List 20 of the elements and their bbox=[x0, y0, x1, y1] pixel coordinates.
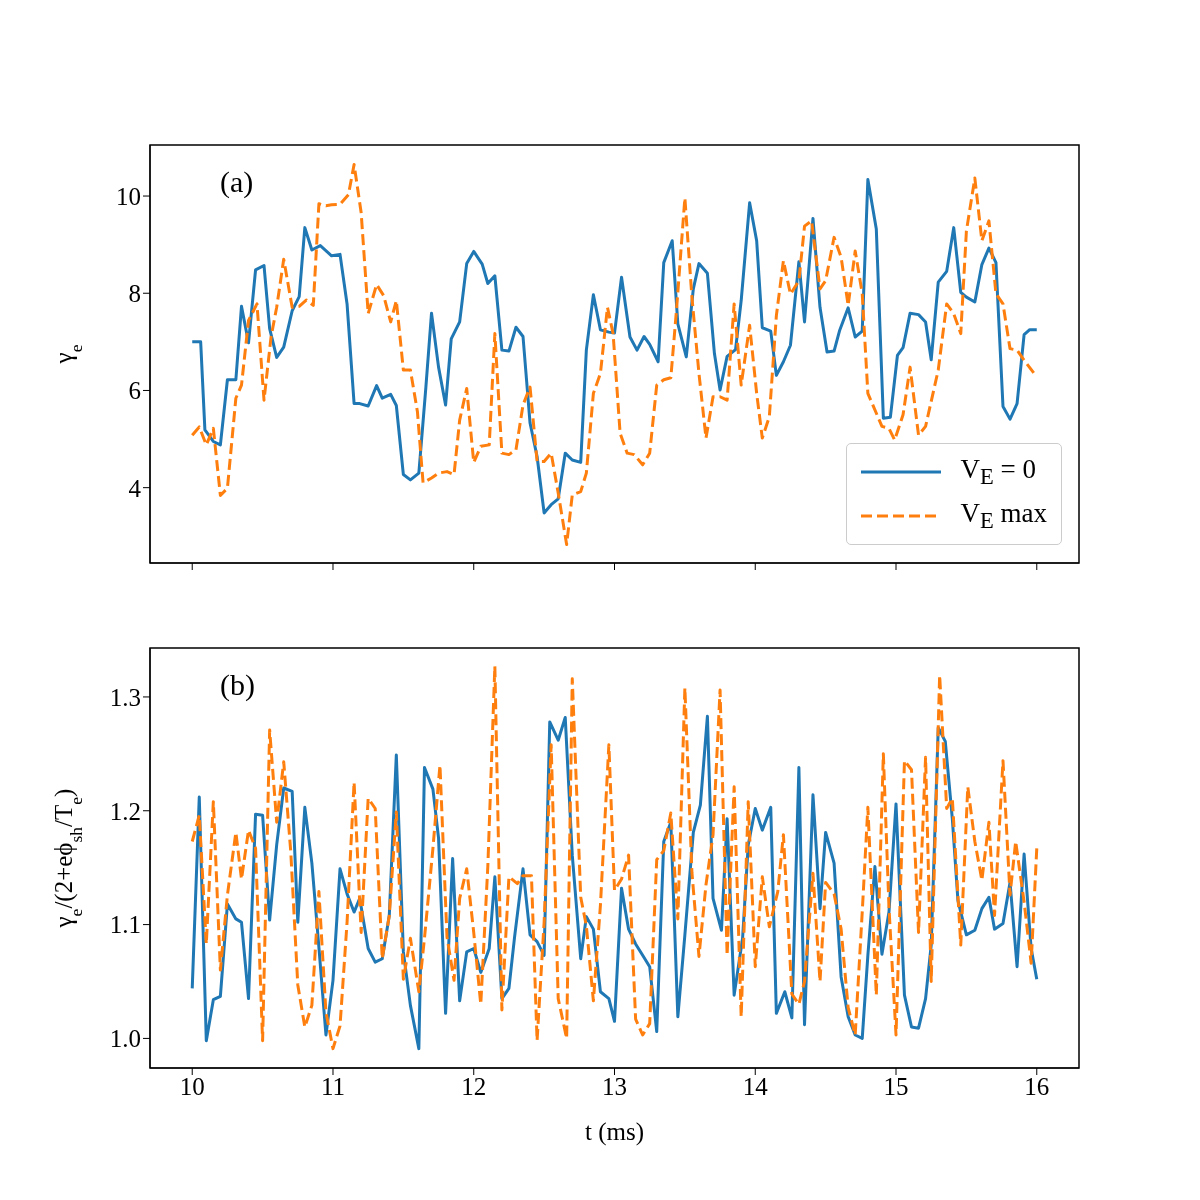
y-tick-label: 1.1 bbox=[109, 911, 141, 939]
x-axis-title: t (ms) bbox=[584, 1118, 645, 1146]
x-tick-label: 14 bbox=[742, 1072, 769, 1100]
x-tick-label: 13 bbox=[602, 1072, 627, 1100]
y-tick-label: 1.3 bbox=[109, 683, 141, 711]
x-tick-label: 11 bbox=[320, 1072, 346, 1100]
y-tick-label: 10 bbox=[116, 182, 141, 210]
y-tick-label: 8 bbox=[128, 280, 141, 308]
annotation: (a) bbox=[220, 165, 254, 199]
x-tick-label: 15 bbox=[883, 1072, 909, 1100]
y-tick-label: 1.2 bbox=[109, 797, 141, 825]
legend-label: V$_{E}$ max bbox=[960, 497, 1047, 535]
x-tick-label: 16 bbox=[1024, 1072, 1050, 1100]
y-tick-label: 4 bbox=[128, 474, 142, 502]
x-tick-label: 12 bbox=[461, 1072, 487, 1100]
annotation: (b) bbox=[220, 668, 255, 702]
legend-label: V$_{E}$ = 0 bbox=[960, 453, 1036, 491]
y-tick-label: 1.0 bbox=[109, 1025, 141, 1053]
x-tick-label: 10 bbox=[179, 1072, 205, 1100]
y-tick-label: 6 bbox=[128, 377, 141, 405]
